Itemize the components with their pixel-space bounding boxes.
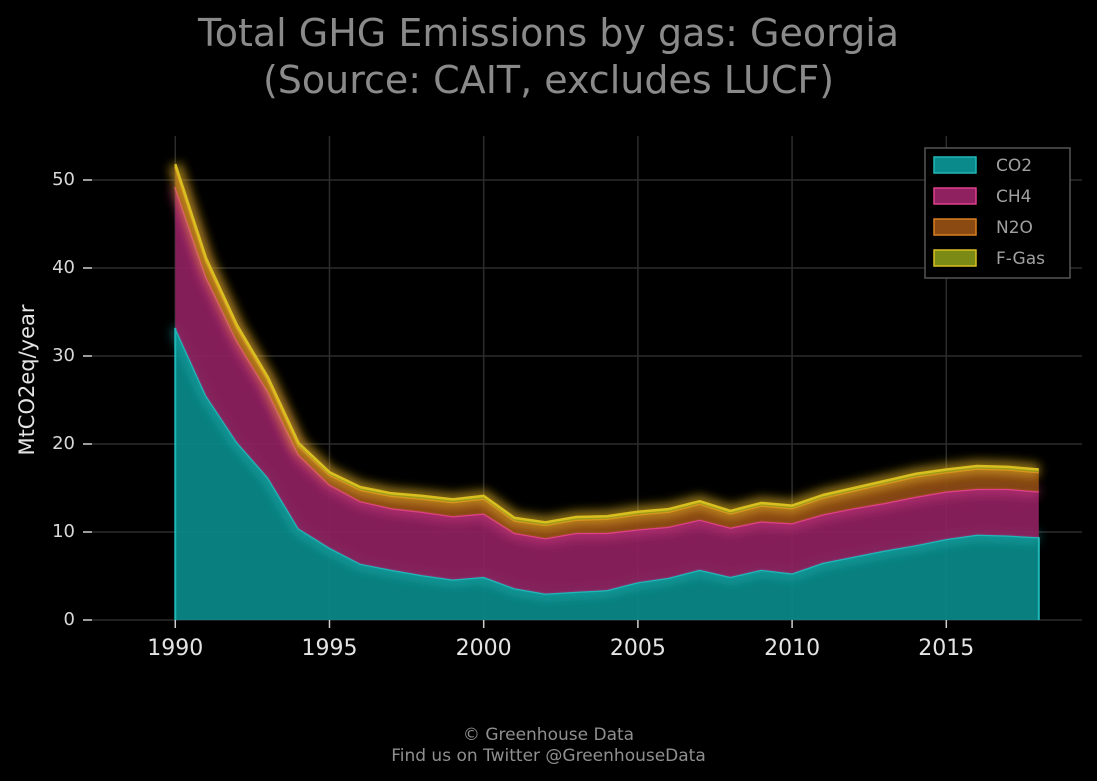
legend-swatch-co2 — [933, 156, 977, 174]
y-axis-label: MtCO2eq/year — [15, 304, 39, 455]
footer-twitter: Find us on Twitter @GreenhouseData — [391, 746, 706, 766]
x-tick-label: 2000 — [456, 636, 512, 661]
x-tick-label: 2010 — [764, 636, 820, 661]
y-tick-label: 0 — [64, 609, 75, 630]
legend-label-co2: CO2 — [996, 156, 1032, 176]
y-tick-label: 30 — [52, 345, 75, 366]
legend-label-n2o: N2O — [996, 218, 1033, 238]
area-co2 — [175, 327, 1039, 620]
x-tick-label: 1995 — [301, 636, 357, 661]
chart-title: Total GHG Emissions by gas: Georgia (Sou… — [0, 10, 1097, 104]
footer: © Greenhouse Data Find us on Twitter @Gr… — [0, 725, 1097, 767]
x-tick-label: 2015 — [918, 636, 974, 661]
legend-label-f-gas: F-Gas — [996, 249, 1045, 269]
line-f-gas — [174, 163, 1039, 524]
y-tick-label: 50 — [52, 169, 75, 190]
x-tick-label: 2005 — [610, 636, 666, 661]
footer-copyright: © Greenhouse Data — [462, 725, 635, 745]
y-tick-label: 40 — [52, 257, 75, 278]
y-tick-label: 20 — [52, 433, 75, 454]
chart-title-line2: (Source: CAIT, excludes LUCF) — [262, 58, 835, 102]
legend-swatch-f-gas — [933, 249, 977, 267]
axes: 0 10 20 30 40 50 1990 1995 2000 2005 2010 2015 — [52, 169, 974, 661]
x-tick-label: 1990 — [147, 636, 203, 661]
chart-title-line1: Total GHG Emissions by gas: Georgia — [197, 11, 900, 55]
area-layer — [169, 162, 1040, 620]
legend-swatch-n2o — [933, 218, 977, 236]
legend: CO2 CH4 N2O F-Gas — [924, 147, 1071, 279]
legend-swatch-ch4 — [933, 187, 977, 205]
legend-label-ch4: CH4 — [996, 187, 1031, 207]
y-tick-label: 10 — [52, 521, 75, 542]
